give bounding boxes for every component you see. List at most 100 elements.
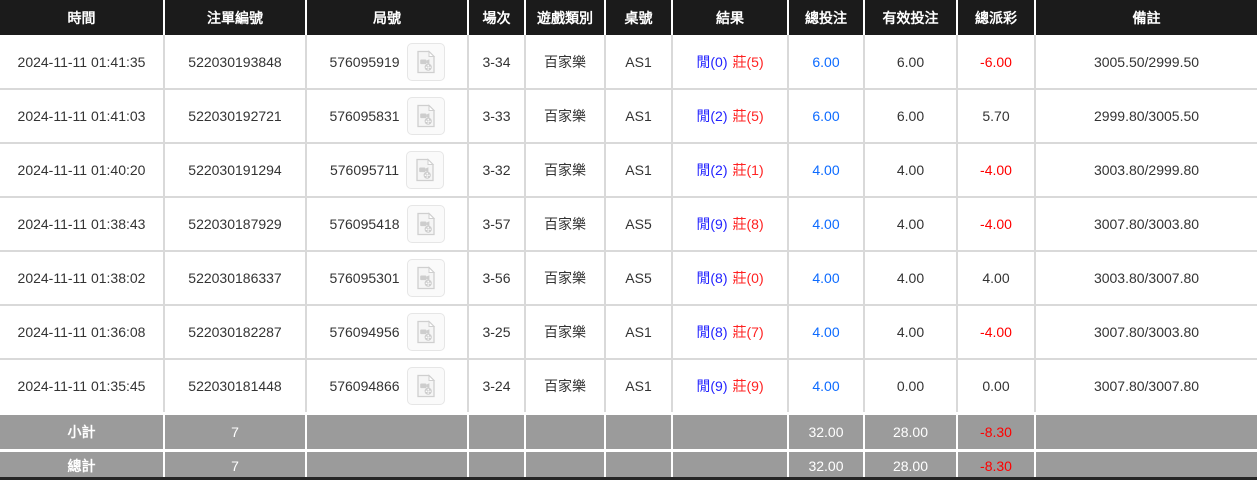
col-header-session: 場次 xyxy=(468,0,526,35)
cell-round-id: 576095301 xyxy=(306,251,469,306)
video-replay-button[interactable] xyxy=(406,97,445,135)
cell-time: 2024-11-11 01:36:08 xyxy=(0,305,165,360)
round-id-value: 576095418 xyxy=(329,216,400,232)
cell-session: 3-34 xyxy=(468,35,526,90)
subtotal-row: 小計 7 32.00 28.00 -8.30 xyxy=(0,411,1257,450)
col-header-order-id: 注單編號 xyxy=(164,0,307,35)
video-replay-button[interactable] xyxy=(406,205,445,243)
cell-valid-bet: 6.00 xyxy=(864,89,958,144)
cell-game-type: 百家樂 xyxy=(525,35,606,90)
subtotal-total-payout: -8.30 xyxy=(957,411,1036,450)
cell-valid-bet: 4.00 xyxy=(864,251,958,306)
cell-total-payout: 0.00 xyxy=(957,359,1036,414)
round-id-value: 576095831 xyxy=(329,108,400,124)
video-replay-button[interactable] xyxy=(406,259,445,297)
cell-session: 3-57 xyxy=(468,197,526,252)
col-header-total-bet: 總投注 xyxy=(788,0,865,35)
cell-time: 2024-11-11 01:41:03 xyxy=(0,89,165,144)
bottom-edge-strip xyxy=(0,477,1257,480)
cell-game-type: 百家樂 xyxy=(525,305,606,360)
cell-total-payout: -4.00 xyxy=(957,197,1036,252)
cell-game-type: 百家樂 xyxy=(525,251,606,306)
header-row: 時間 注單編號 局號 場次 遊戲類別 桌號 結果 總投注 有效投注 總派彩 備註 xyxy=(0,0,1257,35)
table-row: 2024-11-11 01:35:45 522030181448 5760948… xyxy=(0,359,1257,414)
cell-total-payout: -4.00 xyxy=(957,143,1036,198)
cell-time: 2024-11-11 01:41:35 xyxy=(0,35,165,90)
table-footer: 小計 7 32.00 28.00 -8.30 總計 7 32.00 28.00 … xyxy=(0,411,1257,480)
total-total-payout: -8.30 xyxy=(957,448,1036,480)
cell-remark: 3005.50/2999.50 xyxy=(1035,35,1257,90)
result-banker: 莊(0) xyxy=(732,270,764,286)
cell-time: 2024-11-11 01:40:20 xyxy=(0,143,165,198)
result-banker: 莊(7) xyxy=(732,324,764,340)
cell-total-bet: 4.00 xyxy=(788,143,865,198)
cell-total-payout: -6.00 xyxy=(957,35,1036,90)
cell-session: 3-56 xyxy=(468,251,526,306)
cell-valid-bet: 6.00 xyxy=(864,35,958,90)
cell-remark: 3007.80/3003.80 xyxy=(1035,305,1257,360)
table-row: 2024-11-11 01:41:03 522030192721 5760958… xyxy=(0,89,1257,144)
cell-game-type: 百家樂 xyxy=(525,359,606,414)
video-replay-button[interactable] xyxy=(406,313,445,351)
video-replay-icon xyxy=(416,104,435,128)
cell-result: 閒(8) 莊(0) xyxy=(672,251,789,306)
table-header: 時間 注單編號 局號 場次 遊戲類別 桌號 結果 總投注 有效投注 總派彩 備註 xyxy=(0,0,1257,35)
cell-session: 3-25 xyxy=(468,305,526,360)
result-banker: 莊(5) xyxy=(732,53,764,70)
total-label: 總計 xyxy=(0,448,165,480)
cell-order-id: 522030191294 xyxy=(164,143,307,198)
col-header-result: 結果 xyxy=(672,0,789,35)
cell-total-bet: 4.00 xyxy=(788,251,865,306)
cell-order-id: 522030186337 xyxy=(164,251,307,306)
result-player: 閒(8) xyxy=(696,324,728,340)
result-banker: 莊(5) xyxy=(732,108,764,124)
cell-valid-bet: 4.00 xyxy=(864,305,958,360)
subtotal-label: 小計 xyxy=(0,411,165,450)
cell-valid-bet: 4.00 xyxy=(864,143,958,198)
cell-session: 3-24 xyxy=(468,359,526,414)
cell-total-bet: 6.00 xyxy=(788,35,865,90)
cell-round-id: 576095831 xyxy=(306,89,469,144)
total-row: 總計 7 32.00 28.00 -8.30 xyxy=(0,448,1257,480)
cell-total-bet: 4.00 xyxy=(788,305,865,360)
col-header-round-id: 局號 xyxy=(306,0,469,35)
cell-result: 閒(9) 莊(8) xyxy=(672,197,789,252)
table-row: 2024-11-11 01:41:35 522030193848 5760959… xyxy=(0,35,1257,90)
cell-table-id: AS1 xyxy=(605,359,673,414)
video-replay-icon xyxy=(416,266,435,290)
cell-remark: 2999.80/3005.50 xyxy=(1035,89,1257,144)
cell-total-payout: -4.00 xyxy=(957,305,1036,360)
table-row: 2024-11-11 01:38:02 522030186337 5760953… xyxy=(0,251,1257,306)
video-replay-button[interactable] xyxy=(406,42,445,81)
video-replay-icon xyxy=(416,158,435,182)
cell-table-id: AS1 xyxy=(605,305,673,360)
cell-table-id: AS5 xyxy=(605,251,673,306)
cell-table-id: AS5 xyxy=(605,197,673,252)
cell-round-id: 576095919 xyxy=(306,35,469,90)
cell-remark: 3007.80/3007.80 xyxy=(1035,359,1257,414)
result-player: 閒(8) xyxy=(696,270,728,286)
video-replay-button[interactable] xyxy=(406,151,445,189)
cell-total-bet: 4.00 xyxy=(788,359,865,414)
col-header-game-type: 遊戲類別 xyxy=(525,0,606,35)
round-id-value: 576095919 xyxy=(329,53,400,70)
result-banker: 莊(9) xyxy=(732,377,764,394)
cell-order-id: 522030192721 xyxy=(164,89,307,144)
result-banker: 莊(1) xyxy=(732,162,764,178)
video-replay-button[interactable] xyxy=(406,366,445,405)
cell-session: 3-32 xyxy=(468,143,526,198)
round-id-value: 576094866 xyxy=(329,377,400,394)
cell-valid-bet: 0.00 xyxy=(864,359,958,414)
cell-round-id: 576095711 xyxy=(306,143,469,198)
result-player: 閒(0) xyxy=(696,53,728,70)
round-id-value: 576095711 xyxy=(329,162,400,178)
video-replay-icon xyxy=(416,320,435,344)
cell-remark: 3003.80/3007.80 xyxy=(1035,251,1257,306)
cell-order-id: 522030187929 xyxy=(164,197,307,252)
cell-table-id: AS1 xyxy=(605,143,673,198)
cell-total-bet: 6.00 xyxy=(788,89,865,144)
cell-order-id: 522030193848 xyxy=(164,35,307,90)
cell-time: 2024-11-11 01:38:02 xyxy=(0,251,165,306)
